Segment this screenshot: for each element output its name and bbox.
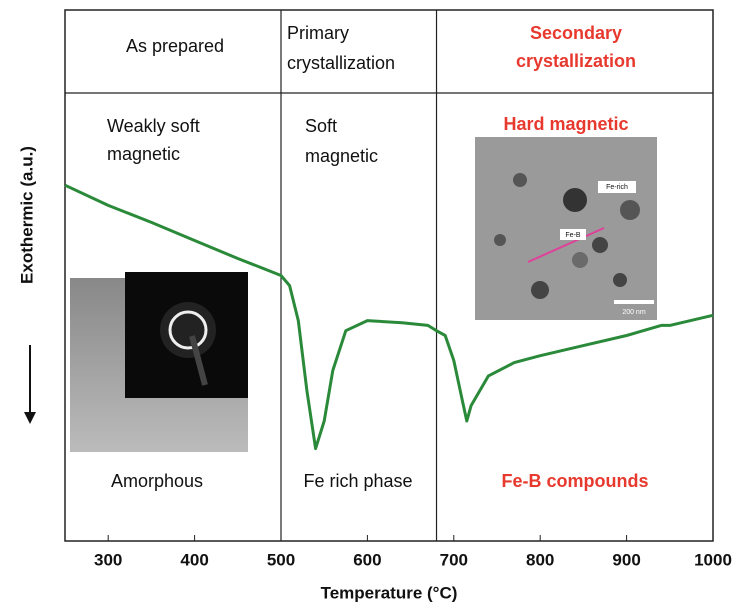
inset-right bbox=[475, 137, 657, 320]
region-header: crystallization bbox=[287, 53, 395, 73]
inset-label: Fe-rich bbox=[606, 184, 628, 191]
x-tick-label: 400 bbox=[180, 550, 208, 569]
chart: 300 400 500 600 700 800 900 1000 Temperature (°C… bbox=[0, 0, 749, 611]
region-property: magnetic bbox=[305, 146, 378, 166]
region-phase: Amorphous bbox=[111, 471, 203, 491]
x-tick-label: 300 bbox=[94, 550, 122, 569]
y-arrow-head bbox=[24, 412, 36, 424]
region-header: Secondary bbox=[530, 23, 622, 43]
region-phase: Fe-B compounds bbox=[502, 471, 649, 491]
region-header: crystallization bbox=[516, 51, 636, 71]
region-property: magnetic bbox=[107, 144, 180, 164]
region-property: Soft bbox=[305, 116, 337, 136]
inset-label: 200 nm bbox=[622, 309, 646, 316]
x-tick-label: 900 bbox=[612, 550, 640, 569]
x-tick-label: 800 bbox=[526, 550, 554, 569]
x-tick-label: 600 bbox=[353, 550, 381, 569]
inset-left bbox=[70, 272, 248, 452]
x-tick-label: 1000 bbox=[694, 550, 732, 569]
x-tick-label: 500 bbox=[267, 550, 295, 569]
region-property: Hard magnetic bbox=[503, 114, 628, 134]
y-axis-label: Exothermic (a.u.) bbox=[17, 146, 36, 284]
inset-label: Fe-B bbox=[565, 232, 581, 239]
region-header: Primary bbox=[287, 23, 349, 43]
region-phase: Fe rich phase bbox=[303, 471, 412, 491]
region-property: Weakly soft bbox=[107, 116, 200, 136]
x-tick-label: 700 bbox=[440, 550, 468, 569]
x-axis-label: Temperature (°C) bbox=[321, 583, 458, 602]
region-header: As prepared bbox=[126, 36, 224, 56]
